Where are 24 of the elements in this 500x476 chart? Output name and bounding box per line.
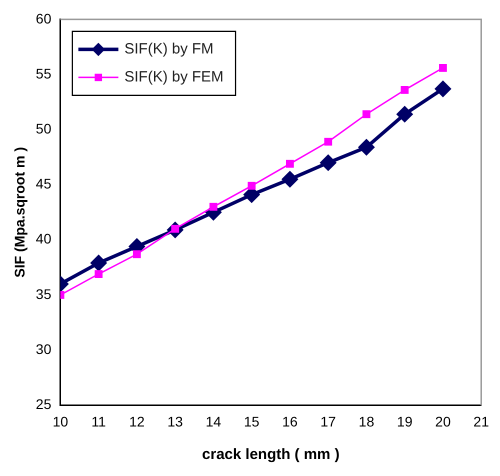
y-tick-label: 40 [36, 230, 52, 247]
x-tick-label: 12 [129, 413, 145, 430]
y-tick-label: 30 [36, 340, 52, 357]
y-tick-label: 25 [36, 396, 52, 412]
x-tick-label: 18 [358, 413, 374, 430]
x-tick-label: 20 [435, 413, 451, 430]
y-tick-label: 35 [36, 286, 52, 302]
y-tick-label: 60 [36, 10, 52, 26]
x-axis-title: crack length ( mm ) [202, 446, 340, 464]
x-tick-label: 19 [396, 413, 413, 430]
x-tick-label: 17 [320, 413, 336, 430]
y-tick-label: 45 [36, 176, 52, 192]
y-tick-label: 55 [36, 65, 52, 82]
legend-label: SIF(K) by FEM [124, 68, 224, 86]
x-tick-label: 15 [244, 413, 260, 430]
x-tick-label: 14 [206, 413, 222, 430]
y-axis-title: SIF (Mpa.sqroot m ) [11, 146, 28, 278]
x-tick-label: 16 [282, 413, 298, 430]
x-tick-label: 13 [167, 413, 184, 430]
legend-label: SIF(K) by FM [124, 40, 214, 58]
x-tick-label: 10 [52, 413, 68, 430]
y-tick-label: 50 [36, 120, 52, 136]
x-tick-label: 11 [91, 413, 106, 430]
x-tick-label: 21 [473, 413, 490, 430]
